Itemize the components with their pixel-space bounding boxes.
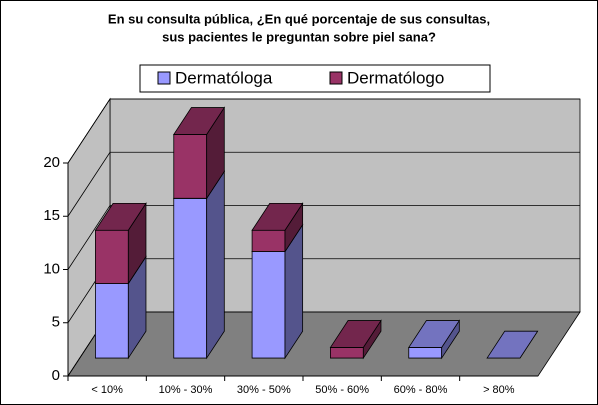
bar-front (95, 283, 129, 359)
bar-front (251, 251, 286, 359)
chart-title: En su consulta pública, ¿En qué porcenta… (108, 11, 490, 26)
bar-top (408, 320, 461, 348)
bar-top (173, 107, 226, 135)
x-tick-label: 10% - 30% (159, 384, 213, 396)
x-tick-label: 50% - 60% (315, 384, 369, 396)
bar-top (486, 330, 539, 359)
bar-front (251, 229, 286, 252)
y-tick-label: 20 (43, 154, 60, 171)
grid-line (67, 151, 580, 217)
bar-top (251, 202, 304, 231)
legend-swatch (329, 71, 343, 85)
bar-front (95, 229, 129, 284)
x-tick-label: < 10% (91, 384, 123, 396)
bar-front (408, 347, 443, 359)
legend-box (139, 64, 491, 93)
chart-title: sus pacientes le preguntan sobre piel sa… (162, 29, 436, 44)
legend-swatch (157, 71, 171, 85)
x-tick-label: > 80% (483, 384, 515, 396)
grid-line (67, 98, 580, 164)
bar-front (173, 197, 208, 359)
x-tick-label: 30% - 50% (237, 384, 291, 396)
y-tick-label: 10 (43, 260, 60, 277)
bar-side (206, 170, 225, 360)
legend-label: Dermatóloga (175, 68, 273, 87)
y-tick-label: 0 (52, 367, 60, 384)
bar-front (330, 347, 364, 359)
bar-front (173, 134, 208, 199)
y-tick-label: 15 (43, 207, 60, 224)
bar-top (329, 320, 382, 348)
y-tick-label: 5 (52, 314, 60, 331)
legend-label: Dermatólogo (347, 68, 444, 87)
bar-top (94, 202, 147, 231)
x-tick-label: 60% - 80% (394, 384, 448, 396)
grid-line (67, 205, 580, 270)
